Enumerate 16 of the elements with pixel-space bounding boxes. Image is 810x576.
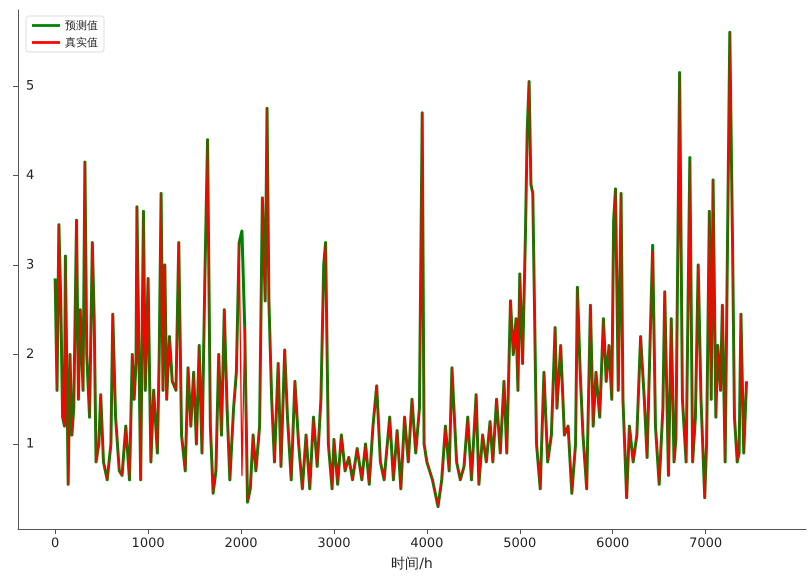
x-axis-title: 时间/h	[391, 556, 433, 572]
x-tick-label: 3000	[317, 536, 350, 551]
x-tick-label: 6000	[596, 536, 630, 551]
legend-label: 预测值	[65, 19, 98, 32]
x-tick-label: 2000	[224, 536, 258, 551]
y-tick-label: 3	[26, 258, 34, 273]
y-tick-label: 5	[26, 78, 34, 94]
x-tick-label: 1000	[132, 536, 165, 551]
x-tick-label: 5000	[503, 536, 536, 551]
legend-label: 真实值	[65, 36, 98, 49]
x-tick-label: 0	[51, 536, 60, 551]
y-tick-label: 4	[26, 168, 34, 184]
y-tick-label: 2	[26, 347, 34, 362]
x-tick-label: 4000	[410, 536, 444, 551]
x-tick-label: 7000	[689, 536, 722, 551]
y-tick-label: 1	[26, 436, 34, 452]
